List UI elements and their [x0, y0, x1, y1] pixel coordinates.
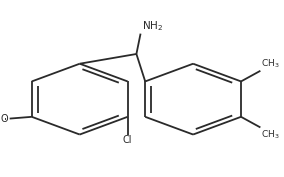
- Text: NH$_2$: NH$_2$: [142, 19, 163, 33]
- Text: CH$_3$: CH$_3$: [261, 57, 280, 70]
- Text: O: O: [1, 114, 8, 124]
- Text: CH$_3$: CH$_3$: [261, 128, 280, 141]
- Text: Cl: Cl: [123, 135, 132, 145]
